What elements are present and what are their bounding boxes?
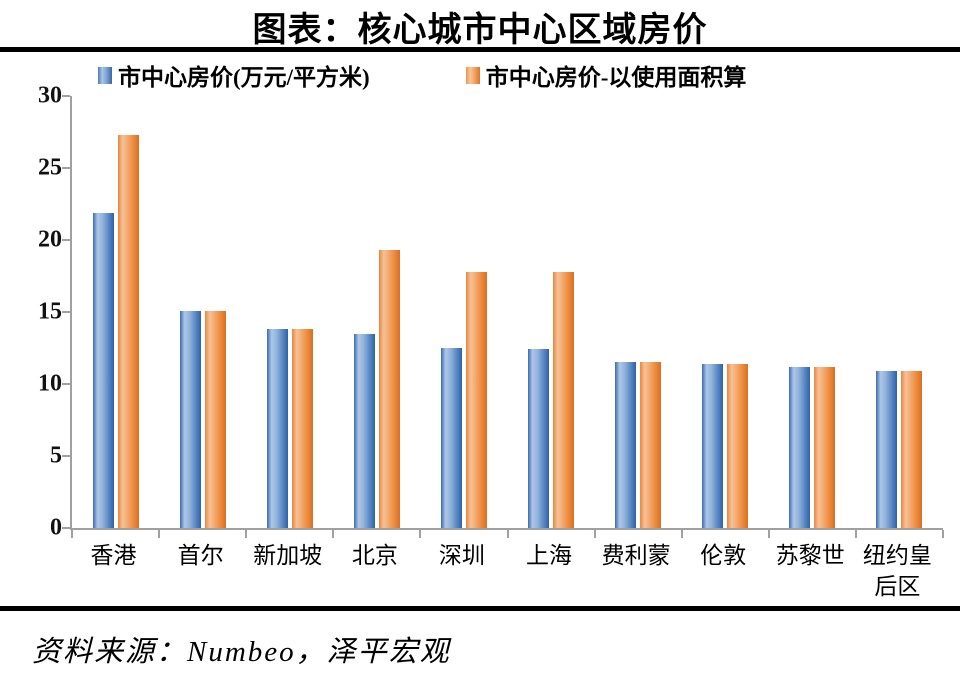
bar-series2-首尔: [204, 310, 226, 528]
legend-label-series1: 市中心房价(万元/平方米): [118, 65, 370, 90]
bar-series1-首尔: [179, 310, 201, 528]
legend-item-series2: 市中心房价-以使用面积算: [465, 58, 747, 92]
bar-series2-深圳: [465, 271, 487, 528]
x-axis-label-香港: 香港: [90, 543, 137, 568]
bar-series1-香港: [92, 212, 114, 528]
x-axis-tick-4: [419, 530, 422, 538]
bar-group-北京: [333, 96, 420, 528]
bar-series2-苏黎世: [814, 366, 836, 528]
bar-group-首尔: [159, 96, 246, 528]
bar-group-费利蒙: [595, 96, 682, 528]
x-axis-label-深圳: 深圳: [438, 543, 485, 568]
x-axis-tick-6: [593, 530, 596, 538]
x-axis-tick-5: [506, 530, 509, 538]
bar-group-苏黎世: [769, 96, 856, 528]
y-axis-tick-15: [62, 311, 70, 313]
bar-series2-香港: [117, 134, 139, 528]
bar-series2-伦敦: [727, 363, 749, 528]
x-axis-label-费利蒙: 费利蒙: [601, 543, 671, 568]
x-axis-label-纽约皇后区: 纽约皇后区: [862, 543, 932, 600]
bar-group-香港: [72, 96, 159, 528]
x-axis-labels: 香港 首尔 新加坡 北京 深圳 上海 费利蒙 伦敦 苏黎世 纽约皇后区: [70, 540, 941, 602]
bar-group-伦敦: [682, 96, 769, 528]
bar-series2-新加坡: [291, 329, 313, 528]
y-axis-tick-5: [62, 455, 70, 457]
plot-area: [62, 95, 944, 538]
x-axis-tick-10: [942, 530, 944, 538]
x-axis-label-北京: 北京: [351, 543, 398, 568]
bar-series1-费利蒙: [615, 362, 637, 528]
bar-series1-北京: [353, 333, 375, 528]
x-axis-tick-8: [767, 530, 770, 538]
x-axis-label-新加坡: 新加坡: [253, 543, 323, 568]
y-axis-tick-20: [62, 239, 70, 241]
legend-item-series1: 市中心房价(万元/平方米): [98, 58, 370, 92]
bar-series1-纽约皇后区: [876, 371, 898, 528]
y-axis-label-20: 20: [38, 226, 62, 253]
bar-group-新加坡: [246, 96, 333, 528]
top-rule-divider: [0, 47, 960, 52]
bar-series1-新加坡: [266, 329, 288, 528]
bar-group-上海: [507, 96, 594, 528]
y-axis-label-25: 25: [38, 154, 62, 181]
y-axis-label-5: 5: [50, 442, 62, 469]
y-axis-label-10: 10: [38, 370, 62, 397]
source-note: 资料来源：Numbeo，泽平宏观: [32, 636, 451, 668]
x-axis-tick-9: [854, 530, 857, 538]
x-axis-label-苏黎世: 苏黎世: [775, 543, 845, 568]
series1-swatch-icon: [98, 66, 112, 84]
y-axis-tick-30: [62, 95, 70, 97]
bottom-rule-divider: [0, 606, 960, 611]
bar-series2-费利蒙: [640, 362, 662, 528]
bar-series1-上海: [528, 349, 550, 528]
x-axis-label-伦敦: 伦敦: [700, 543, 747, 568]
chart-title: 图表：核心城市中心区域房价: [252, 12, 708, 49]
y-axis-tick-25: [62, 167, 70, 169]
bar-group-深圳: [420, 96, 507, 528]
x-axis-tick-7: [680, 530, 683, 538]
bar-series1-苏黎世: [789, 366, 811, 528]
y-axis-label-30: 30: [38, 82, 62, 109]
y-axis-label-0: 0: [50, 514, 62, 541]
x-axis-label-首尔: 首尔: [177, 543, 224, 568]
bar-series1-深圳: [440, 348, 462, 528]
bar-series1-伦敦: [702, 363, 724, 528]
bar-series2-上海: [553, 271, 575, 528]
x-axis-tick-1: [158, 530, 161, 538]
bar-series2-北京: [378, 250, 400, 528]
bar-group-纽约皇后区: [856, 96, 943, 528]
x-axis-label-上海: 上海: [526, 543, 573, 568]
y-axis-tick-0: [62, 527, 70, 529]
x-axis-tick-2: [245, 530, 248, 538]
y-axis-label-15: 15: [38, 298, 62, 325]
x-axis-tick-3: [332, 530, 335, 538]
bar-groups: [72, 96, 943, 528]
legend-label-series2: 市中心房价-以使用面积算: [485, 65, 747, 90]
x-axis-tick-0: [71, 530, 73, 538]
y-axis-tick-10: [62, 383, 70, 385]
legend: 市中心房价(万元/平方米) 市中心房价-以使用面积算: [70, 58, 930, 92]
series2-swatch-icon: [465, 66, 480, 84]
bar-series2-纽约皇后区: [901, 371, 923, 528]
